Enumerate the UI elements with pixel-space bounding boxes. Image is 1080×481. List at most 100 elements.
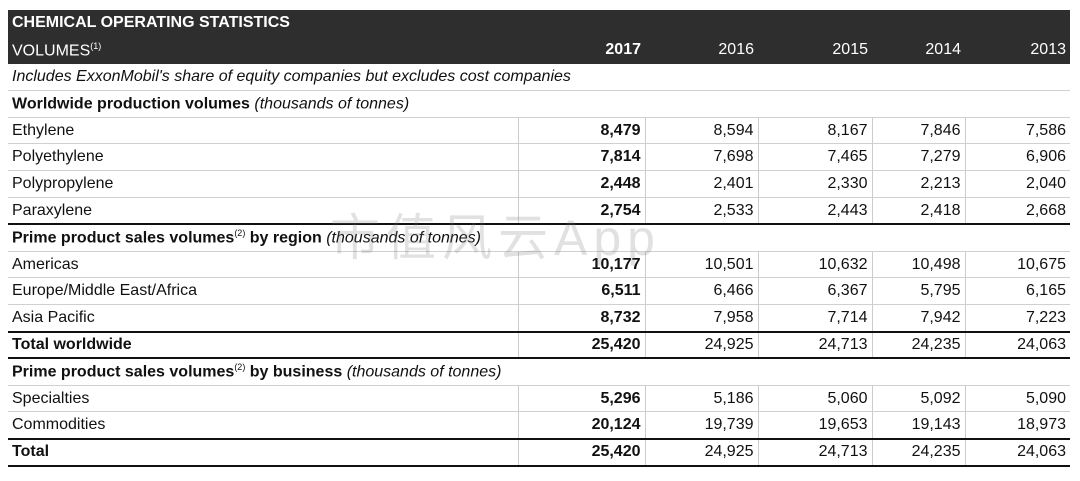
cell-value: 5,296 [517,385,645,413]
table-row: Commodities 20,124 19,739 19,653 19,143 18,97… [8,411,1070,440]
note-text: Includes ExxonMobil's share of equity co… [8,63,1070,91]
table-row: Paraxylene 2,754 2,533 2,443 2,418 2,668 [8,197,1070,226]
total-value: 24,235 [871,438,965,467]
table-row: Europe/Middle East/Africa 6,511 6,466 6,367… [8,277,1070,306]
year-header-row: VOLUMES(1) 2017 2016 2015 2014 2013 [8,36,1070,64]
cell-value: 7,714 [757,304,872,333]
cell-value: 7,698 [644,143,758,172]
total-value: 25,420 [517,331,645,360]
cell-value: 10,177 [517,251,645,279]
section-unit: (thousands of tonnes) [346,363,502,381]
total-value: 24,925 [644,438,758,467]
section-title-text: Worldwide production volumes [12,95,250,113]
cell-value: 8,479 [517,117,645,145]
cell-value: 5,186 [644,385,758,413]
row-label: Paraxylene [8,197,518,226]
cell-value: 7,223 [964,304,1070,333]
cell-value: 2,040 [964,170,1070,199]
cell-value: 6,906 [964,143,1070,172]
cell-value: 2,443 [757,197,872,226]
cell-value: 5,060 [757,385,872,413]
cell-value: 5,795 [871,277,965,306]
section-title-text: Prime product sales volumes [12,363,235,381]
cell-value: 10,632 [757,251,872,279]
year-header: 2016 [645,36,758,64]
section-header-row: Prime product sales volumes(2) by region… [8,224,1070,252]
year-header: 2013 [965,36,1070,64]
year-header: 2014 [872,36,965,64]
row-label: Polypropylene [8,170,518,199]
cell-value: 19,143 [871,411,965,440]
section-title-text: Prime product sales volumes [12,229,235,247]
table-row: Specialties 5,296 5,186 5,060 5,092 5,090 [8,385,1070,413]
total-value: 25,420 [517,438,645,467]
table-row: Americas 10,177 10,501 10,632 10,498 10,675 [8,251,1070,279]
section-unit: (thousands of tonnes) [326,229,481,247]
total-value: 24,925 [644,331,758,360]
cell-value: 6,511 [517,277,645,306]
table-title: CHEMICAL OPERATING STATISTICS [8,10,1070,37]
cell-value: 7,846 [871,117,965,145]
year-header: 2017 [518,36,645,64]
cell-value: 5,090 [964,385,1070,413]
footnote-ref: (2) [234,228,246,239]
row-label: Commodities [8,411,518,440]
footnote-ref: (2) [234,362,246,373]
cell-value: 10,675 [964,251,1070,279]
cell-value: 2,213 [871,170,965,199]
table-row: Asia Pacific 8,732 7,958 7,714 7,942 7,223 [8,304,1070,333]
cell-value: 19,739 [644,411,758,440]
total-value: 24,235 [871,331,965,360]
cell-value: 2,330 [757,170,872,199]
cell-value: 10,501 [644,251,758,279]
total-label: Total worldwide [8,331,518,360]
cell-value: 20,124 [517,411,645,440]
total-value: 24,063 [964,438,1070,467]
row-label: Americas [8,251,518,279]
cell-value: 2,533 [644,197,758,226]
section-header-row: Worldwide production volumes (thousands … [8,90,1070,118]
section-title: Worldwide production volumes (thousands … [8,90,1070,118]
cell-value: 7,465 [757,143,872,172]
cell-value: 2,668 [964,197,1070,226]
year-header: 2015 [758,36,872,64]
chemical-statistics-table: CHEMICAL OPERATING STATISTICS VOLUMES(1)… [8,10,1070,467]
cell-value: 2,418 [871,197,965,226]
section-title: Prime product sales volumes(2) by busine… [8,358,1070,386]
total-label: Total [8,438,518,467]
cell-value: 7,958 [644,304,758,333]
cell-value: 7,586 [964,117,1070,145]
section-title: Prime product sales volumes(2) by region… [8,224,1070,252]
total-value: 24,713 [757,438,872,467]
volumes-label: VOLUMES(1) [8,36,518,64]
cell-value: 8,167 [757,117,872,145]
cell-value: 5,092 [871,385,965,413]
section-title-suffix: by region [245,229,322,247]
row-label: Polyethylene [8,143,518,172]
table-title-row: CHEMICAL OPERATING STATISTICS [8,10,1070,37]
cell-value: 7,942 [871,304,965,333]
cell-value: 2,754 [517,197,645,226]
cell-value: 6,367 [757,277,872,306]
cell-value: 6,165 [964,277,1070,306]
section-title-suffix: by business [245,363,343,381]
total-row: Total 25,420 24,925 24,713 24,235 24,063 [8,438,1070,467]
cell-value: 7,814 [517,143,645,172]
table-row: Ethylene 8,479 8,594 8,167 7,846 7,586 [8,117,1070,145]
row-label: Ethylene [8,117,518,145]
volumes-text: VOLUMES [12,41,91,59]
note-row: Includes ExxonMobil's share of equity co… [8,63,1070,91]
footnote-ref: (1) [90,40,102,51]
total-row: Total worldwide 25,420 24,925 24,713 24,235 2… [8,331,1070,360]
section-header-row: Prime product sales volumes(2) by busine… [8,358,1070,386]
row-label: Asia Pacific [8,304,518,333]
row-label: Specialties [8,385,518,413]
row-label: Europe/Middle East/Africa [8,277,518,306]
cell-value: 8,732 [517,304,645,333]
cell-value: 6,466 [644,277,758,306]
cell-value: 19,653 [757,411,872,440]
cell-value: 18,973 [964,411,1070,440]
total-value: 24,063 [964,331,1070,360]
cell-value: 10,498 [871,251,965,279]
cell-value: 7,279 [871,143,965,172]
